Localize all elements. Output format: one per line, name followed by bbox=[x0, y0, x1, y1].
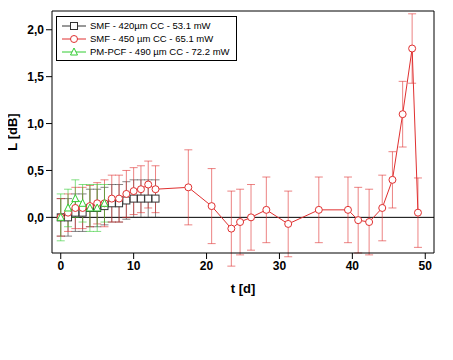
svg-text:1,5: 1,5 bbox=[27, 70, 44, 84]
svg-text:40: 40 bbox=[346, 259, 360, 273]
html-text:SMF - 420µm CC - 53.1 mW: SMF - 420µm CC - 53.1 mW bbox=[90, 20, 211, 31]
svg-text:t [d]: t [d] bbox=[231, 281, 256, 296]
svg-text:1,0: 1,0 bbox=[27, 117, 44, 131]
html-text:PM-PCF - 490 µm CC - 72.2 mW: PM-PCF - 490 µm CC - 72.2 mW bbox=[90, 46, 230, 57]
svg-text:30: 30 bbox=[273, 259, 287, 273]
svg-text:50: 50 bbox=[419, 259, 433, 273]
svg-text:10: 10 bbox=[127, 259, 141, 273]
svg-text:0,5: 0,5 bbox=[27, 164, 44, 178]
svg-text:0: 0 bbox=[57, 259, 64, 273]
svg-text:0,0: 0,0 bbox=[27, 211, 44, 225]
svg-text:L [dB]: L [dB] bbox=[8, 113, 20, 150]
svg-text:20: 20 bbox=[200, 259, 214, 273]
svg-text:2,0: 2,0 bbox=[27, 23, 44, 37]
html-text:SMF - 450 µm CC - 65.1 mW: SMF - 450 µm CC - 65.1 mW bbox=[90, 33, 214, 44]
